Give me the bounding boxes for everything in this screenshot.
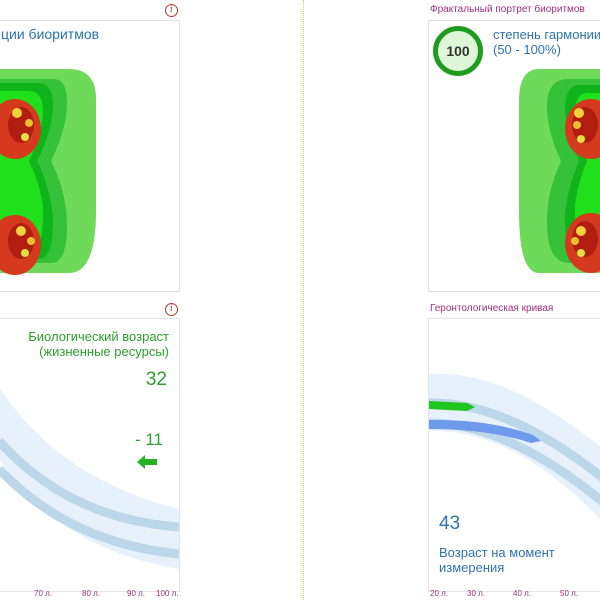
- axis-tick: 70 л.: [34, 589, 53, 598]
- axis-tick: 50 л.: [560, 589, 579, 598]
- section-caption: Фрактальный портрет биоритмов: [430, 4, 585, 15]
- age-delta-value: - 11: [134, 430, 163, 449]
- axis-tick: 30 л.: [467, 589, 486, 598]
- gerontology-curve-left: [0, 388, 179, 569]
- bio-age-value: 32: [145, 369, 167, 390]
- measured-age-label: Возраст на момент измерения: [439, 545, 555, 575]
- left-arrow-icon: [137, 455, 157, 469]
- fractal-portrait-panel-left: ции биоритмов: [0, 20, 180, 292]
- info-icon[interactable]: i: [165, 4, 178, 17]
- gerontology-curve-right: [429, 373, 600, 520]
- gerontology-panel: 43 Возраст на момент измерения: [428, 318, 600, 592]
- fractal-portrait-panel-right: 100 степень гармонии (50 - 100%): [428, 20, 600, 292]
- panel-title: ции биоритмов: [1, 26, 100, 42]
- section-caption: Геронтологическая кривая: [430, 303, 554, 314]
- bio-age-label: Биологический возраст (жизненные ресурсы…: [28, 329, 169, 359]
- axis-tick: 90 л.: [127, 589, 146, 598]
- harmony-label: степень гармонии (50 - 100%): [493, 27, 600, 57]
- axis-tick: 80 л.: [82, 589, 101, 598]
- info-icon[interactable]: i: [165, 303, 178, 316]
- axis-tick: 40 л.: [513, 589, 532, 598]
- fractal-portrait-image: [0, 69, 96, 275]
- axis-tick: 100 л.: [156, 589, 179, 598]
- axis-tick: 20 л.: [430, 589, 449, 598]
- measured-age-value: 43: [439, 513, 461, 534]
- harmony-score-badge: 100: [433, 26, 483, 76]
- biological-age-panel: Биологический возраст (жизненные ресурсы…: [0, 318, 180, 592]
- column-divider: [303, 0, 304, 600]
- fractal-portrait-image: [519, 69, 600, 273]
